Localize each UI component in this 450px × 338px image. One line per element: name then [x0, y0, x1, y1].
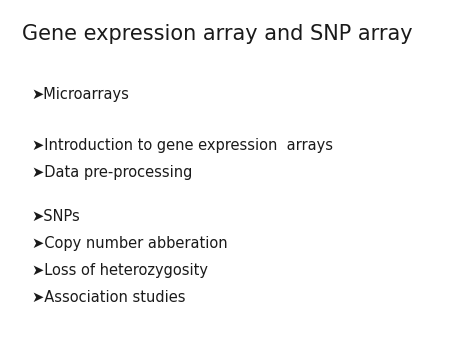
Text: ➤Loss of heterozygosity: ➤Loss of heterozygosity [32, 263, 207, 278]
Text: ➤Copy number abberation: ➤Copy number abberation [32, 236, 227, 251]
Text: ➤Association studies: ➤Association studies [32, 290, 185, 305]
Text: ➤Introduction to gene expression  arrays: ➤Introduction to gene expression arrays [32, 138, 333, 153]
Text: Gene expression array and SNP array: Gene expression array and SNP array [22, 24, 413, 44]
Text: ➤Data pre-processing: ➤Data pre-processing [32, 165, 192, 180]
Text: ➤Microarrays: ➤Microarrays [32, 87, 130, 102]
Text: ➤SNPs: ➤SNPs [32, 209, 80, 224]
